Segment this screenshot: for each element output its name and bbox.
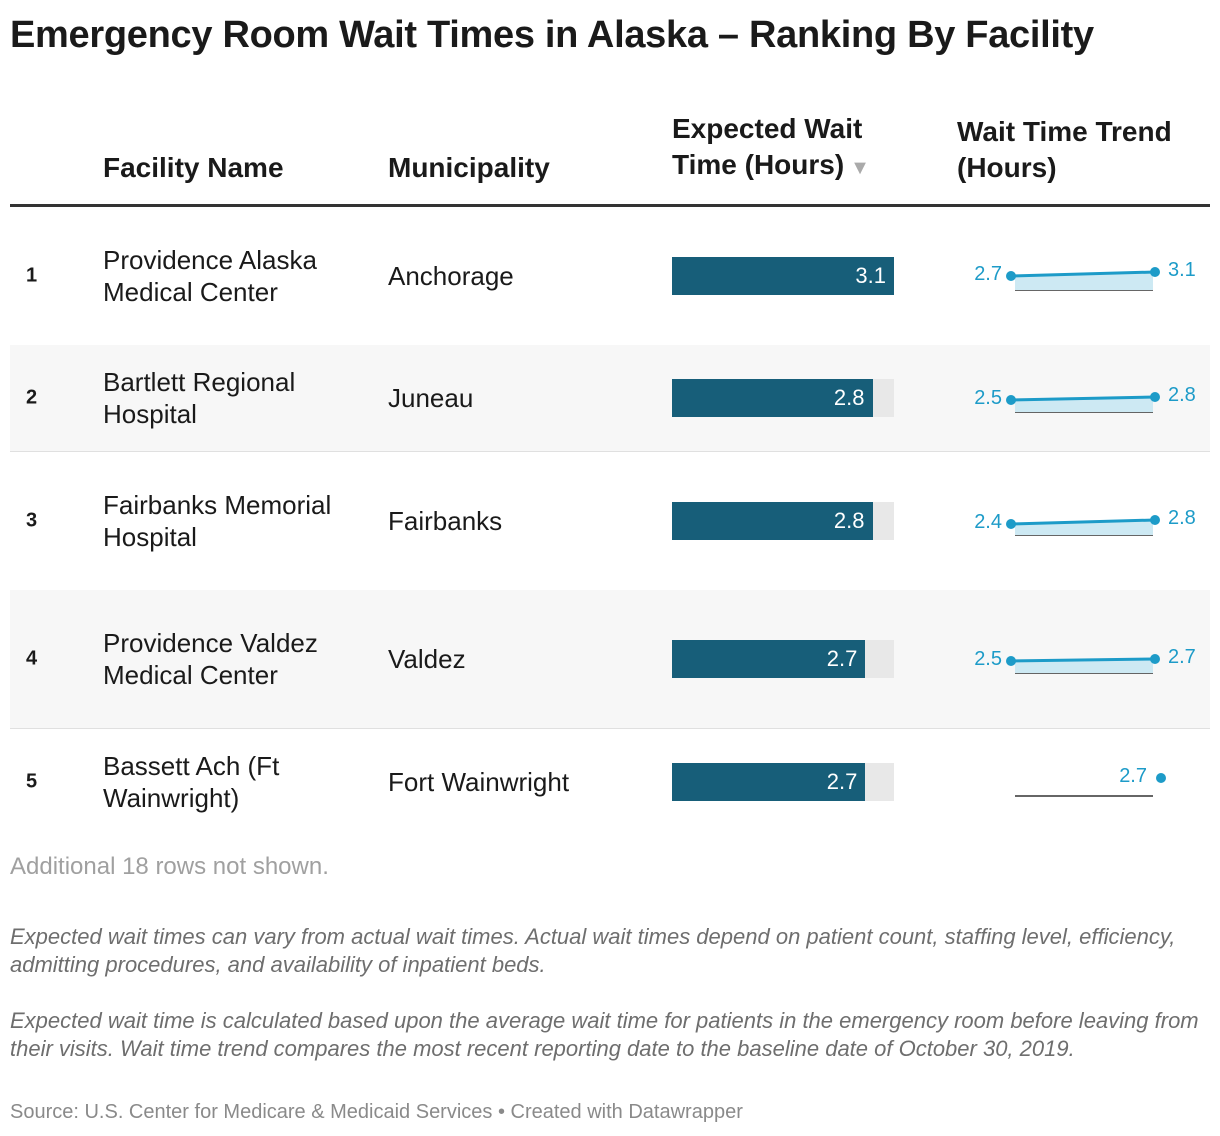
- table-row: 5 Bassett Ach (Ft Wainwright) Fort Wainwri…: [10, 728, 1210, 836]
- column-header-trend-line1: Wait Time Trend: [957, 116, 1172, 147]
- trend-sparkline: 2.5 2.8: [974, 384, 1196, 413]
- table-row: 1 Providence Alaska Medical Center Anchora…: [10, 207, 1210, 346]
- trend-sparkline: 2.7: [1015, 765, 1166, 797]
- trend-end-label: 2.7: [1119, 765, 1147, 787]
- table-header: Facility Name Municipality Expected Wait…: [10, 112, 1210, 207]
- trend-end-label: 2.8: [1168, 507, 1196, 529]
- footnote-calculation: Expected wait time is calculated based u…: [10, 1008, 1199, 1061]
- rank-number: 5: [26, 770, 38, 793]
- column-header-municipality[interactable]: Municipality: [388, 152, 550, 183]
- expected-wait-bar: 3.1: [672, 257, 894, 295]
- trend-start-point: [1006, 271, 1016, 281]
- municipality-name: Juneau: [388, 383, 474, 413]
- municipality-name: Anchorage: [388, 261, 514, 291]
- trend-end-label: 3.1: [1168, 259, 1196, 281]
- table-row: 4 Providence Valdez Medical Center Valdez 2…: [10, 590, 1210, 729]
- table-row: 3 Fairbanks Memorial Hospital Fairbanks 2.8…: [10, 452, 1210, 591]
- column-header-expected-wait-line2: Time (Hours): [672, 149, 845, 180]
- chart-title: Emergency Room Wait Times in Alaska – Ra…: [10, 14, 1094, 56]
- column-header-trend-line2: (Hours): [957, 152, 1057, 183]
- expected-wait-bar: 2.8: [672, 379, 873, 417]
- trend-start-label: 2.4: [974, 511, 1002, 533]
- table-row: 2 Bartlett Regional Hospital Juneau 2.8 2.5 2…: [10, 345, 1210, 452]
- expected-wait-bar: 2.8: [672, 502, 873, 540]
- column-header-expected-wait[interactable]: Expected Wait Time (Hours) ▼: [672, 111, 912, 186]
- rank-number: 1: [26, 264, 38, 287]
- facility-name: Providence Alaska Medical Center: [103, 245, 317, 307]
- expected-wait-bar-track: 2.7: [672, 763, 894, 801]
- trend-start-label: 2.5: [974, 387, 1002, 409]
- trend-end-point: [1150, 515, 1160, 525]
- expected-wait-value: 2.7: [826, 769, 858, 794]
- trend-sparkline: 2.7 3.1: [974, 259, 1196, 291]
- trend-end-point: [1156, 773, 1166, 783]
- expected-wait-bar: 2.7: [672, 640, 866, 678]
- trend-line: [1010, 657, 1156, 663]
- expected-wait-bar: 2.7: [672, 763, 866, 801]
- expected-wait-value: 2.7: [826, 646, 858, 671]
- expected-wait-value: 2.8: [833, 508, 865, 533]
- rank-number: 4: [26, 647, 38, 670]
- trend-sparkline: 2.5 2.7: [974, 646, 1196, 674]
- trend-end-label: 2.8: [1168, 384, 1196, 406]
- trend-start-point: [1006, 519, 1016, 529]
- trend-line: [1010, 518, 1156, 526]
- column-header-trend[interactable]: Wait Time Trend (Hours): [957, 114, 1207, 186]
- facility-name: Bartlett Regional Hospital: [103, 367, 296, 429]
- column-header-facility[interactable]: Facility Name: [103, 152, 284, 183]
- rank-number: 3: [26, 509, 38, 532]
- trend-start-point: [1006, 656, 1016, 666]
- trend-end-point: [1150, 392, 1160, 402]
- trend-sparkline: 2.4 2.8: [974, 507, 1196, 536]
- expected-wait-bar-track: 2.8: [672, 379, 894, 417]
- rank-number: 2: [26, 386, 38, 409]
- trend-line: [1010, 270, 1156, 278]
- expected-wait-value: 2.8: [833, 385, 865, 410]
- facility-name: Fairbanks Memorial Hospital: [103, 490, 332, 552]
- trend-end-label: 2.7: [1168, 646, 1196, 668]
- sort-descending-icon[interactable]: ▼: [850, 157, 870, 179]
- column-header-expected-wait-line1: Expected Wait: [672, 113, 863, 144]
- hidden-rows-note: Additional 18 rows not shown.: [10, 853, 329, 880]
- source-credit: Source: U.S. Center for Medicare & Medic…: [10, 1101, 743, 1123]
- municipality-name: Valdez: [388, 644, 466, 674]
- expected-wait-bar-track: 2.7: [672, 640, 894, 678]
- trend-area: [1015, 397, 1153, 412]
- trend-area: [1015, 659, 1153, 673]
- trend-start-label: 2.7: [974, 263, 1002, 285]
- facility-name: Providence Valdez Medical Center: [103, 628, 318, 690]
- expected-wait-bar-track: 2.8: [672, 502, 894, 540]
- trend-end-point: [1150, 654, 1160, 664]
- expected-wait-value: 3.1: [855, 263, 886, 288]
- trend-end-point: [1150, 267, 1160, 277]
- expected-wait-bar-track: 3.1: [672, 257, 894, 295]
- facility-name: Bassett Ach (Ft Wainwright): [103, 751, 280, 813]
- municipality-name: Fort Wainwright: [388, 767, 570, 797]
- footnote-wait-variability: Expected wait times can vary from actual…: [10, 924, 1176, 977]
- municipality-name: Fairbanks: [388, 506, 503, 536]
- trend-line: [1010, 395, 1156, 402]
- trend-area: [1015, 272, 1153, 290]
- trend-start-point: [1006, 395, 1016, 405]
- trend-start-label: 2.5: [974, 648, 1002, 670]
